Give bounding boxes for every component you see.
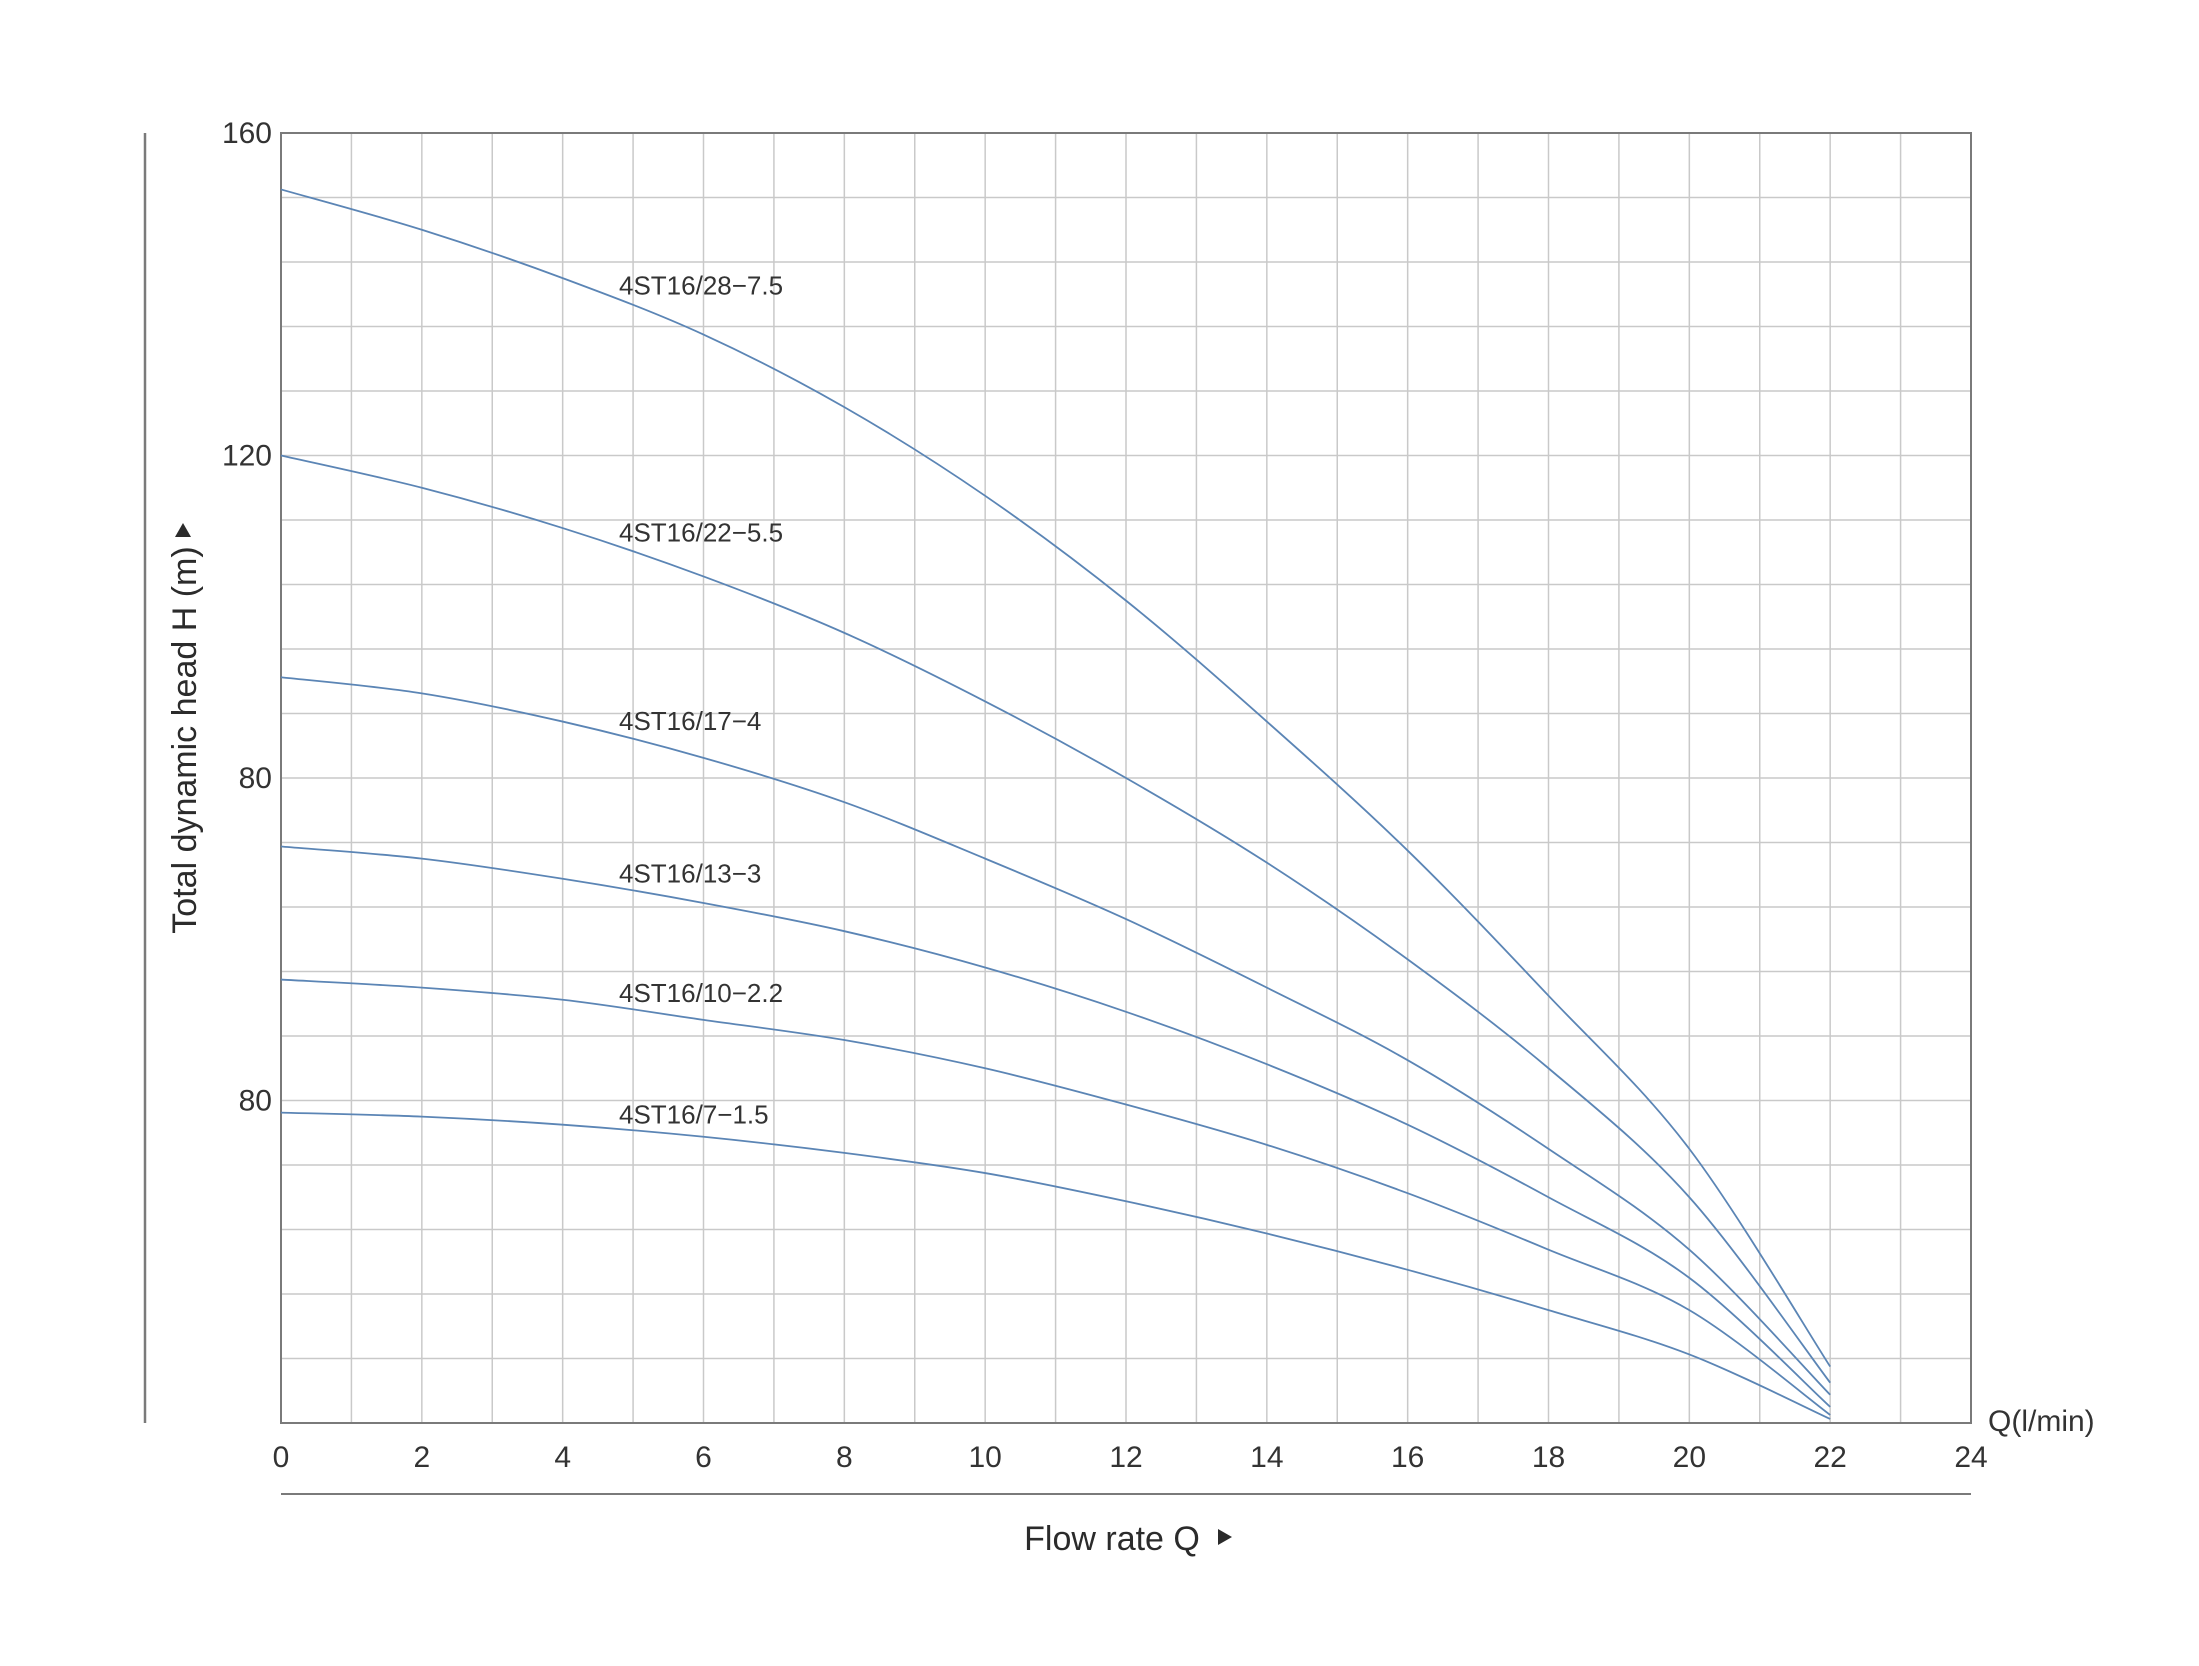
pump-curves: [280, 188, 1831, 1420]
curve-label: 4ST16/10−2.2: [619, 978, 783, 1008]
y-tick-label: 80: [239, 1085, 272, 1118]
curve-label: 4ST16/22−5.5: [619, 517, 783, 547]
pump-curve-line: [280, 978, 1831, 1416]
x-axis-title: Flow rate Q: [1024, 1520, 1200, 1558]
x-tick-label: 10: [968, 1441, 1001, 1474]
y-axis-arrow-icon: [175, 523, 191, 537]
y-tick-label: 80: [239, 762, 272, 795]
pump-curve-line: [280, 454, 1831, 1384]
x-unit-label: Q(l/min): [1988, 1405, 2095, 1438]
x-tick-label: 16: [1391, 1441, 1424, 1474]
x-tick-label: 0: [273, 1441, 290, 1474]
y-tick-label: 120: [222, 440, 272, 473]
pump-curve-line: [280, 188, 1831, 1368]
x-tick-label: 6: [695, 1441, 712, 1474]
y-tick-label: 160: [222, 117, 272, 150]
x-tick-label: 8: [836, 1441, 853, 1474]
plot-frame: [280, 132, 1972, 1424]
x-axis-arrow-icon: [1218, 1529, 1232, 1545]
curve-label: 4ST16/17−4: [619, 706, 761, 736]
curve-label: 4ST16/13−3: [619, 858, 761, 888]
x-tick-label: 20: [1673, 1441, 1706, 1474]
x-tick-label: 2: [413, 1441, 430, 1474]
y-axis-title: Total dynamic head H (m): [166, 546, 204, 933]
x-tick-label: 18: [1532, 1441, 1565, 1474]
x-tick-label: 14: [1250, 1441, 1283, 1474]
pump-curve-line: [280, 845, 1831, 1408]
curve-labels: 4ST16/28−7.5 4ST16/22−5.5 4ST16/17−4 4ST16/…: [619, 271, 783, 1130]
x-tick-label: 4: [554, 1441, 571, 1474]
curve-label: 4ST16/28−7.5: [619, 271, 783, 301]
pump-curve-line: [280, 1111, 1831, 1420]
pump-curve-line: [280, 676, 1831, 1396]
x-tick-label: 24: [1954, 1441, 1987, 1474]
x-tick-label: 22: [1813, 1441, 1846, 1474]
x-tick-labels: 0 2 4 6 8 10 12 14 16 18 20 22 24: [273, 1441, 1988, 1474]
y-tick-labels: 160 120 80 80: [222, 117, 272, 1118]
x-tick-label: 12: [1109, 1441, 1142, 1474]
grid: [281, 133, 1971, 1423]
curve-label: 4ST16/7−1.5: [619, 1100, 769, 1130]
